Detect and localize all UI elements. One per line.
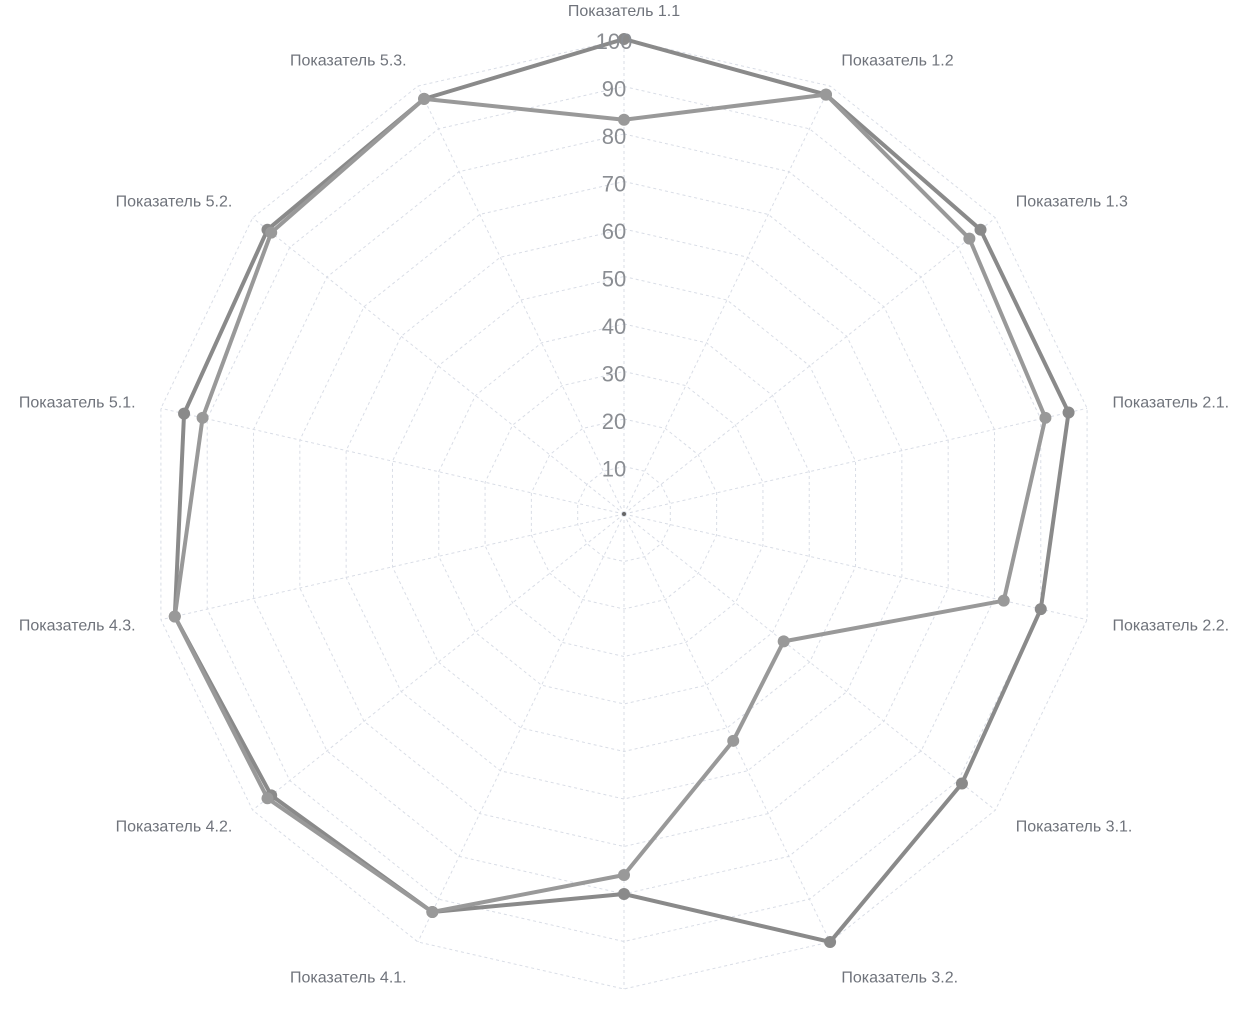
grid-spoke: [623, 85, 831, 515]
data-point: [265, 226, 278, 239]
grid-spoke: [623, 513, 1088, 621]
data-point: [168, 610, 181, 623]
data-point: [1039, 411, 1052, 424]
tick-label: 10: [602, 457, 626, 482]
grid-spoke: [623, 217, 996, 515]
axis-label: Показатель 5.3.: [290, 53, 407, 70]
tick-label: 50: [602, 267, 626, 292]
series-2: [168, 88, 1052, 919]
data-point: [196, 411, 209, 424]
grid-ring: [484, 370, 764, 658]
data-point: [727, 734, 740, 747]
tick-label: 30: [602, 362, 626, 387]
grid-spoke: [160, 407, 625, 515]
axis-label: Показатель 5.1.: [19, 395, 136, 412]
tick-label: 20: [602, 409, 626, 434]
radar-series: [168, 33, 1075, 948]
axis-label: Показатель 1.1: [568, 3, 680, 20]
axis-label: Показатель 4.2.: [116, 818, 233, 835]
radar-grid: [160, 38, 1088, 990]
grid-ring: [438, 323, 810, 705]
tick-label: 60: [602, 219, 626, 244]
grid-ring: [530, 418, 718, 610]
grid-spoke: [160, 513, 625, 621]
data-point: [824, 935, 837, 948]
grid-ring: [577, 465, 671, 563]
axis-label: Показатель 4.3.: [19, 617, 136, 634]
grid-ring: [160, 38, 1088, 990]
data-point: [974, 223, 987, 236]
data-point: [261, 792, 274, 805]
grid-spoke: [623, 407, 1088, 515]
data-point: [955, 777, 968, 790]
radar-tick-labels: 10 20 30 40 50 60 70 80 90 100: [596, 29, 633, 482]
data-point: [1062, 406, 1075, 419]
grid-spoke: [252, 217, 625, 515]
grid-spoke: [252, 513, 625, 811]
axis-label: Показатель 1.3: [1016, 194, 1128, 211]
data-point: [1034, 603, 1047, 616]
grid-spoke: [417, 513, 625, 943]
grid-spoke: [623, 513, 996, 811]
grid-ring: [345, 228, 903, 800]
data-point: [963, 232, 976, 245]
tick-label: 90: [602, 77, 626, 102]
data-point: [618, 113, 630, 126]
center-dot: [622, 512, 626, 516]
axis-label: Показатель 5.2.: [116, 194, 233, 211]
tick-label: 70: [602, 172, 626, 197]
axis-label: Показатель 4.1.: [290, 969, 407, 986]
data-point: [997, 594, 1010, 607]
axis-label: Показатель 3.1.: [1016, 818, 1133, 835]
tick-label: 80: [602, 124, 626, 149]
data-point: [178, 407, 191, 420]
axis-label: Показатель 2.1.: [1112, 395, 1229, 412]
radar-axis-labels: Показатель 1.1 Показатель 1.2 Показатель 1…: [19, 3, 1229, 986]
grid-ring: [391, 275, 857, 753]
tick-label: 100: [596, 29, 633, 54]
data-point: [819, 88, 832, 101]
axis-label: Показатель 2.2.: [1112, 617, 1229, 634]
series-line: [172, 92, 1048, 915]
data-point: [618, 33, 630, 45]
data-point: [618, 888, 630, 900]
tick-label: 40: [602, 314, 626, 339]
data-point: [426, 906, 439, 919]
data-point: [777, 635, 790, 648]
axis-label: Показатель 3.2.: [841, 969, 958, 986]
data-point: [418, 92, 431, 105]
axis-label: Показатель 1.2: [841, 53, 953, 70]
data-point: [618, 869, 630, 881]
grid-spoke: [623, 513, 831, 943]
grid-spoke: [417, 85, 625, 515]
series-1: [168, 33, 1075, 948]
